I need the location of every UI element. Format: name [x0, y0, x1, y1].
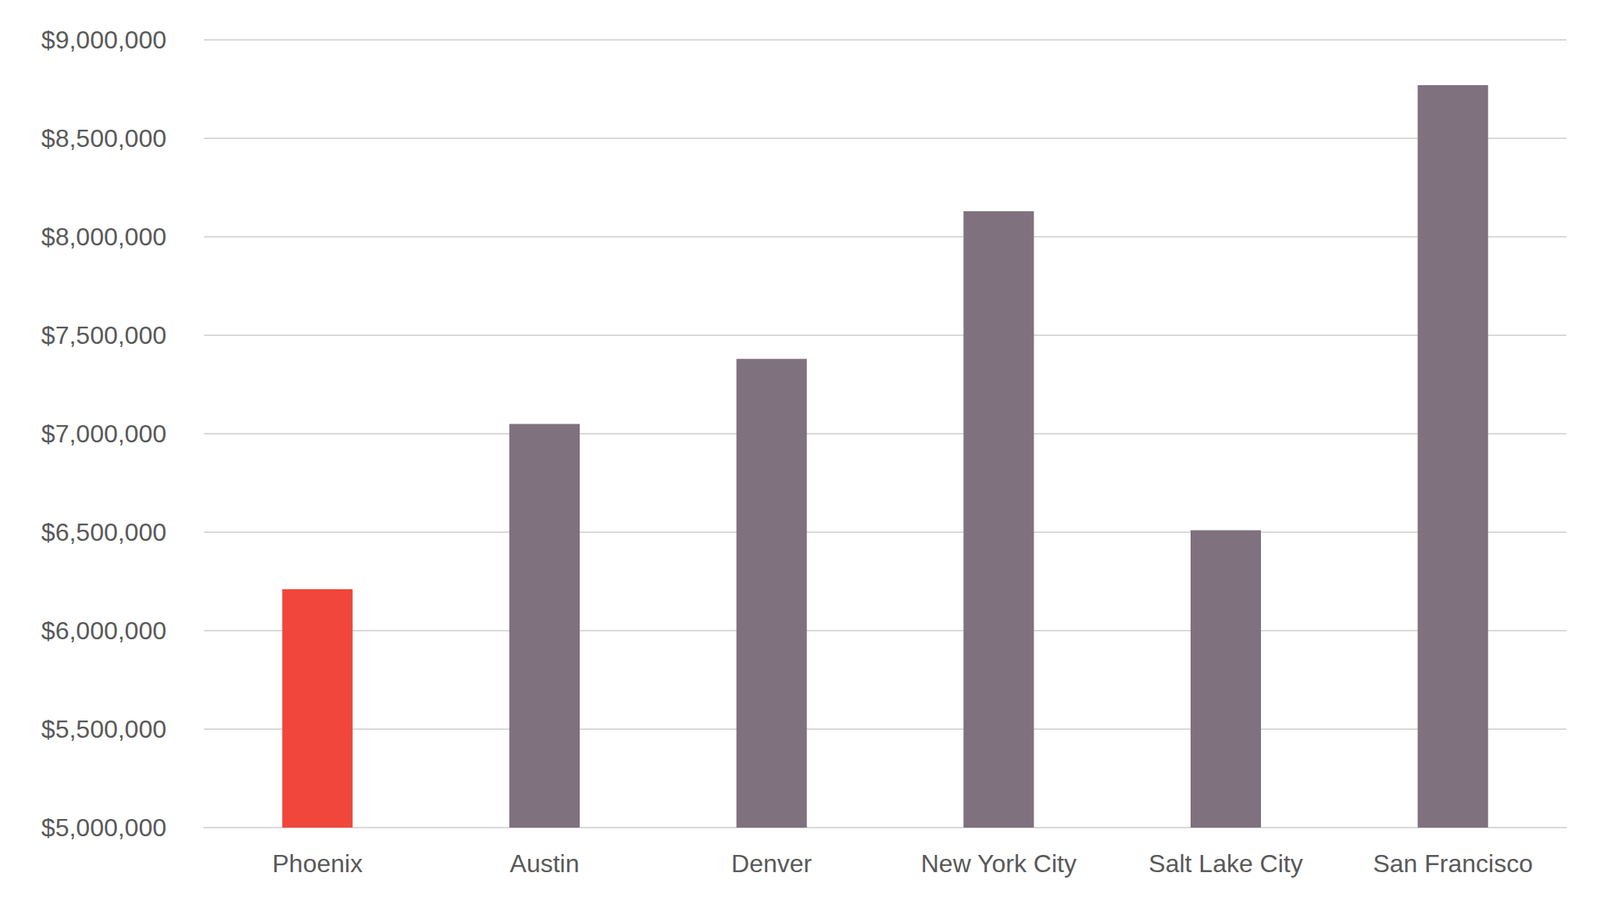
svg-text:Salt Lake City: Salt Lake City [1148, 849, 1303, 878]
svg-text:$8,500,000: $8,500,000 [41, 124, 167, 153]
svg-text:$9,000,000: $9,000,000 [41, 25, 167, 54]
svg-text:Austin: Austin [510, 849, 580, 878]
svg-text:Phoenix: Phoenix [272, 849, 364, 878]
svg-text:San Francisco: San Francisco [1372, 849, 1533, 878]
svg-text:$5,000,000: $5,000,000 [41, 813, 167, 842]
svg-text:$8,000,000: $8,000,000 [41, 222, 167, 251]
svg-text:$7,000,000: $7,000,000 [41, 419, 167, 448]
svg-text:$6,500,000: $6,500,000 [41, 517, 167, 547]
svg-text:Denver: Denver [731, 849, 813, 878]
svg-text:$5,500,000: $5,500,000 [41, 714, 167, 743]
svg-text:$7,500,000: $7,500,000 [41, 321, 167, 350]
svg-text:$6,000,000: $6,000,000 [41, 616, 167, 645]
svg-text:New York City: New York City [921, 849, 1077, 878]
